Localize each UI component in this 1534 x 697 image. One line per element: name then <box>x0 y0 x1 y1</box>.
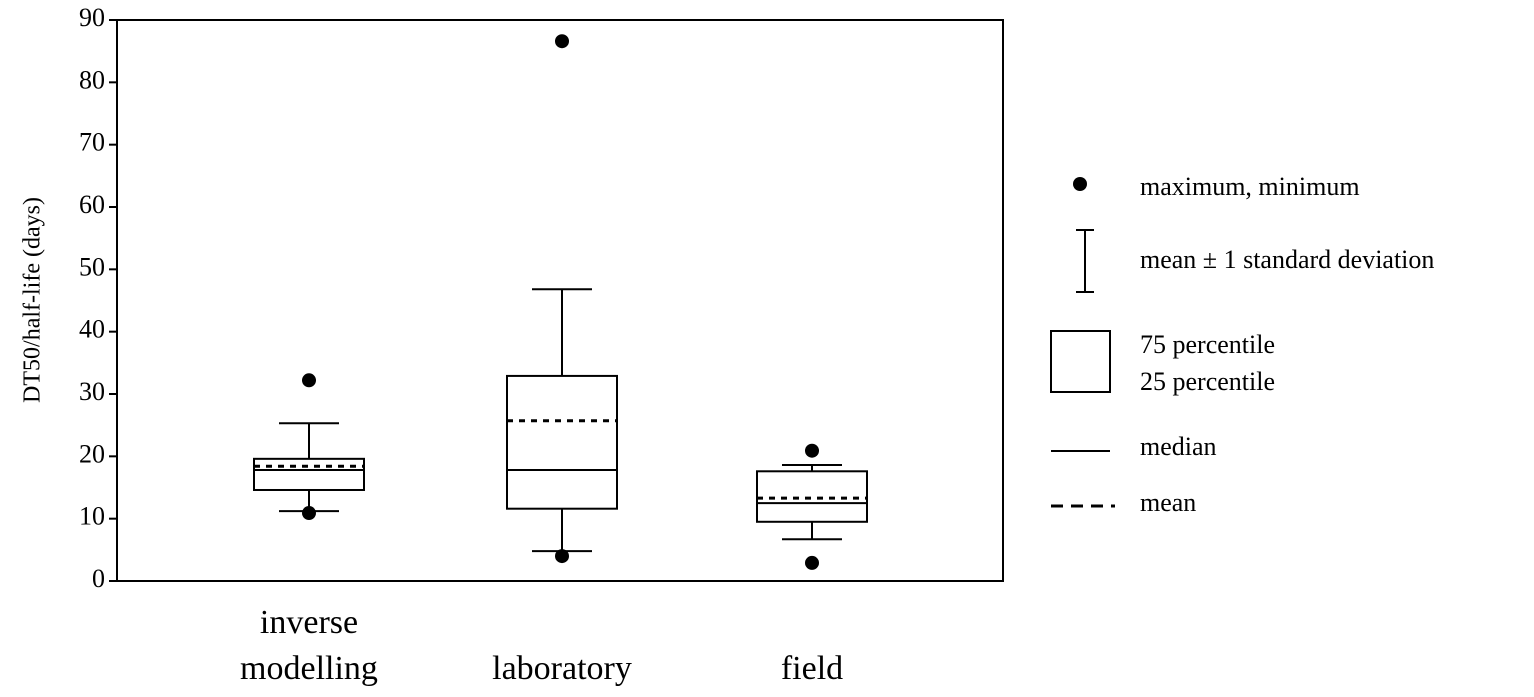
legend-label: 25 percentile <box>1140 367 1275 396</box>
legend-label: mean <box>1140 488 1196 517</box>
y-tick-label: 60 <box>79 190 105 219</box>
y-tick-label: 90 <box>79 3 105 32</box>
y-tick-label: 50 <box>79 252 105 281</box>
legend-label: mean ± 1 standard deviation <box>1140 245 1434 274</box>
y-tick-label: 70 <box>79 128 105 157</box>
y-tick-label: 40 <box>79 315 105 344</box>
plot-frame <box>116 19 1004 582</box>
legend-label: median <box>1140 432 1217 461</box>
box <box>506 374 618 510</box>
max-dot <box>555 34 569 49</box>
x-tick-label: inverse modelling <box>240 604 378 687</box>
x-tick-label: laboratory <box>492 650 632 687</box>
max-dot <box>302 373 316 388</box>
y-tick-label: 80 <box>79 65 105 94</box>
max-dot <box>805 443 819 458</box>
legend-box <box>1050 330 1111 393</box>
legend-label: maximum, minimum <box>1140 172 1360 201</box>
legend-label: 75 percentile <box>1140 330 1275 359</box>
box <box>253 457 365 491</box>
y-tick-label: 0 <box>92 564 105 593</box>
min-dot <box>805 555 819 570</box>
x-tick-label: field <box>780 650 844 687</box>
legend-dot <box>1073 177 1087 191</box>
y-axis-label: DT50/half-life (days) <box>20 197 46 403</box>
min-dot <box>302 506 316 521</box>
legend: maximum, minimum mean ± 1 standard devia… <box>1050 172 1434 517</box>
min-dot <box>555 549 569 564</box>
y-tick-label: 20 <box>79 439 105 468</box>
box <box>756 470 868 523</box>
y-tick-label: 10 <box>79 502 105 531</box>
y-tick-label: 30 <box>79 377 105 406</box>
